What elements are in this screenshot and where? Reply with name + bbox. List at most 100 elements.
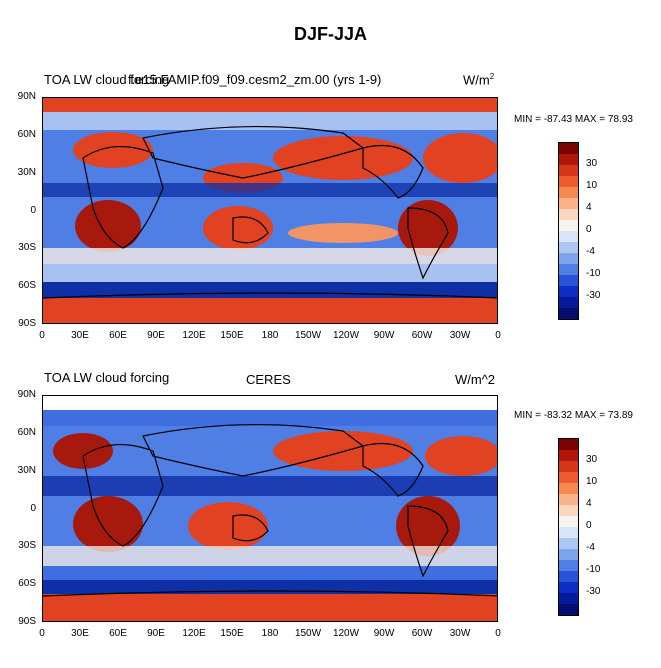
lat-tick-label: 30S	[18, 540, 36, 552]
colorbar-box	[559, 275, 578, 286]
colorbar-box	[559, 472, 578, 483]
panel-center-title: CERES	[246, 372, 291, 387]
lon-tick-label: 150E	[220, 628, 244, 639]
lon-tick-label: 0	[495, 330, 501, 341]
lat-tick-label: 30S	[18, 242, 36, 254]
colorbar-box	[559, 187, 578, 198]
figure-title: DJF-JJA	[293, 24, 368, 44]
colorbar-label: 4	[586, 498, 592, 509]
colorbar-label: -4	[586, 246, 595, 257]
obs-panel: TOA LW cloud forcing CERES W/m^2 MIN =	[0, 368, 661, 668]
lat-tick-label: 90S	[18, 616, 36, 627]
coastline	[232, 216, 269, 244]
colorbar-box	[559, 439, 578, 450]
lon-tick-label: 0	[495, 628, 501, 639]
lon-tick-label: 60E	[109, 628, 127, 639]
field-blob	[73, 496, 143, 552]
lon-tick-label: 30W	[449, 330, 471, 341]
coastline	[142, 424, 365, 477]
colorbar-label: 30	[586, 158, 598, 169]
lat-tick-label: 30N	[17, 464, 36, 476]
colorbar-box	[559, 176, 578, 187]
colorbar-box	[559, 242, 578, 253]
lon-tick-label: 150W	[294, 628, 322, 639]
colorbar-label: 10	[586, 476, 598, 487]
lon-tick-label: 150E	[220, 330, 244, 341]
colorbar-box	[559, 461, 578, 472]
field-band	[43, 546, 497, 566]
coastline	[82, 145, 164, 249]
panel-minmax: MIN = -87.43 MAX = 78.93	[514, 114, 633, 125]
colorbar-label: -10	[586, 268, 601, 279]
field-blob	[75, 200, 141, 252]
colorbar-label: 0	[586, 224, 592, 235]
field-band	[43, 580, 497, 594]
colorbar-box	[559, 253, 578, 264]
obs-map	[42, 395, 498, 622]
lon-tick-label: 90E	[147, 628, 165, 639]
colorbar-box	[559, 527, 578, 538]
field-band	[43, 594, 497, 621]
lon-tick-label: 120W	[332, 330, 360, 341]
colorbar-box	[559, 494, 578, 505]
lon-tick-label: 120W	[332, 628, 360, 639]
field-blob	[188, 502, 268, 550]
panel-minmax: MIN = -83.32 MAX = 73.89	[514, 410, 633, 421]
lon-tick-label: 60E	[109, 330, 127, 341]
field-band	[43, 396, 497, 410]
colorbar-box	[559, 560, 578, 571]
lon-tick-label: 30E	[71, 330, 89, 341]
coastline	[407, 505, 449, 578]
lon-tick-label: 180	[261, 330, 279, 341]
colorbar-label: -4	[586, 542, 595, 553]
field-band	[43, 264, 497, 282]
lat-tick-label: 30N	[17, 166, 36, 178]
colorbar-box	[559, 209, 578, 220]
panel-units: W/m^2	[455, 372, 496, 387]
colorbar-box	[559, 450, 578, 461]
lon-tick-label: 0	[39, 330, 45, 341]
coastline	[407, 207, 449, 280]
colorbar-box	[559, 297, 578, 308]
lat-tick-label: 60N	[17, 426, 36, 438]
field-band	[43, 476, 497, 496]
colorbar-box	[559, 516, 578, 527]
lon-tick-label: 150W	[294, 330, 322, 341]
colorbar-box	[559, 582, 578, 593]
colorbar-box	[559, 264, 578, 275]
obs-map-field	[43, 396, 497, 621]
field-band	[43, 183, 497, 197]
lon-tick-label: 0	[39, 628, 45, 639]
colorbar-box	[559, 505, 578, 516]
lon-tick-label: 60W	[411, 628, 433, 639]
field-band	[43, 112, 497, 130]
colorbar-label: 10	[586, 180, 598, 191]
colorbar	[558, 142, 579, 320]
colorbar-box	[559, 538, 578, 549]
field-band	[43, 248, 497, 264]
colorbar-box	[559, 143, 578, 154]
model-map-field	[43, 98, 497, 323]
colorbar-box	[559, 165, 578, 176]
lon-tick-label: 180	[261, 628, 279, 639]
field-blob	[423, 133, 497, 183]
panel-units: W/m2	[463, 72, 495, 88]
colorbar-box	[559, 231, 578, 242]
field-blob	[425, 436, 497, 476]
colorbar-box	[559, 604, 578, 615]
lat-tick-label: 0	[30, 502, 36, 514]
field-blob	[53, 433, 113, 469]
coastline	[142, 126, 365, 179]
panel-center-title: f.e15.FAMIP.f09_f09.cesm2_zm.00 (yrs 1-9…	[128, 72, 382, 87]
colorbar-box	[559, 154, 578, 165]
colorbar-box	[559, 308, 578, 319]
field-blob	[73, 132, 153, 168]
lat-tick-label: 60S	[18, 578, 36, 590]
lon-tick-label: 120E	[182, 330, 206, 341]
field-blob	[398, 200, 458, 256]
colorbar-label: -30	[586, 586, 601, 597]
colorbar-label: 4	[586, 202, 592, 213]
colorbar-box	[559, 483, 578, 494]
lat-tick-label: 60S	[18, 280, 36, 292]
coastline	[362, 442, 424, 497]
